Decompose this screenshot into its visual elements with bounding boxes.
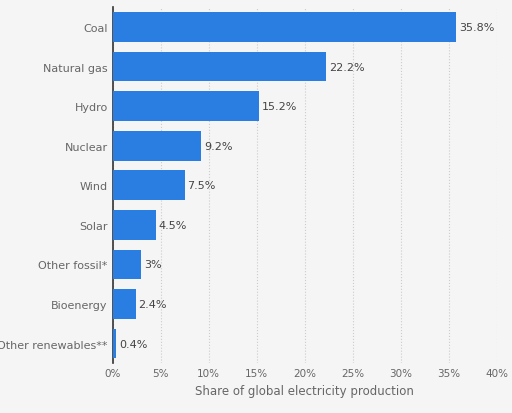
Text: 7.5%: 7.5% — [187, 181, 216, 191]
Bar — [113, 329, 117, 358]
Bar — [113, 171, 185, 201]
Bar — [113, 211, 156, 240]
Bar — [113, 290, 136, 319]
X-axis label: Share of global electricity production: Share of global electricity production — [195, 384, 414, 397]
Text: 4.5%: 4.5% — [159, 220, 187, 230]
Bar — [113, 53, 326, 82]
Bar — [113, 13, 456, 43]
Text: 9.2%: 9.2% — [204, 141, 232, 152]
Text: 15.2%: 15.2% — [262, 102, 297, 112]
Bar — [113, 92, 259, 122]
Text: 22.2%: 22.2% — [329, 62, 364, 72]
Bar — [113, 132, 201, 161]
Text: 3%: 3% — [144, 260, 162, 270]
Text: 0.4%: 0.4% — [119, 339, 148, 349]
Bar — [113, 250, 141, 280]
Text: 2.4%: 2.4% — [139, 299, 167, 309]
Text: 35.8%: 35.8% — [459, 23, 495, 33]
